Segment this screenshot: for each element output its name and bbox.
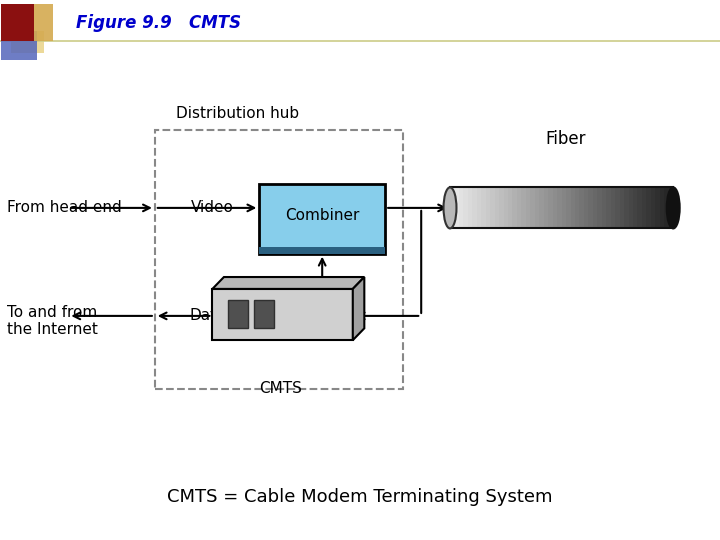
Bar — [12, 31, 44, 52]
Bar — [637, 187, 643, 228]
Bar — [1, 4, 34, 40]
Bar — [490, 187, 495, 228]
Bar — [499, 187, 504, 228]
Bar — [481, 187, 487, 228]
Bar — [615, 187, 621, 228]
Bar — [508, 187, 513, 228]
Bar — [472, 187, 477, 228]
Ellipse shape — [667, 187, 680, 228]
Bar — [669, 187, 674, 228]
Bar — [21, 4, 53, 40]
Bar — [513, 187, 518, 228]
Bar — [553, 187, 558, 228]
Bar — [575, 187, 580, 228]
Bar — [655, 187, 660, 228]
Text: Combiner: Combiner — [285, 208, 359, 224]
Bar — [611, 187, 616, 228]
Bar — [228, 300, 248, 328]
Bar — [468, 187, 473, 228]
Bar — [548, 187, 554, 228]
Bar — [477, 187, 482, 228]
Bar — [665, 187, 670, 228]
Bar — [531, 187, 536, 228]
Bar — [212, 289, 353, 340]
Text: Video: Video — [191, 200, 234, 215]
Text: Fiber: Fiber — [545, 131, 585, 149]
Bar — [570, 187, 576, 228]
Bar — [450, 187, 455, 228]
Polygon shape — [212, 277, 364, 289]
Bar — [598, 187, 603, 228]
Bar — [544, 187, 549, 228]
Bar — [620, 187, 625, 228]
Bar — [155, 130, 403, 389]
Bar — [660, 187, 665, 228]
Bar — [602, 187, 607, 228]
Bar — [642, 187, 647, 228]
Bar — [526, 187, 531, 228]
Bar — [495, 187, 500, 228]
Polygon shape — [353, 277, 364, 340]
Text: From head end: From head end — [7, 200, 122, 215]
Text: Figure 9.9   CMTS: Figure 9.9 CMTS — [76, 14, 240, 32]
Bar — [629, 187, 634, 228]
Bar — [557, 187, 562, 228]
Bar — [259, 247, 385, 254]
Bar — [454, 187, 459, 228]
Bar — [535, 187, 540, 228]
Text: To and from
the Internet: To and from the Internet — [7, 305, 98, 338]
Text: Distribution hub: Distribution hub — [176, 106, 300, 122]
Bar — [633, 187, 638, 228]
Bar — [647, 187, 652, 228]
Text: Data: Data — [189, 308, 226, 323]
Bar — [580, 187, 585, 228]
Bar — [517, 187, 522, 228]
Bar — [464, 187, 469, 228]
Bar — [503, 187, 509, 228]
Bar — [521, 187, 526, 228]
Bar — [588, 187, 593, 228]
Bar — [486, 187, 491, 228]
Bar — [606, 187, 611, 228]
Text: CMTS = Cable Modem Terminating System: CMTS = Cable Modem Terminating System — [167, 488, 553, 506]
Bar — [566, 187, 571, 228]
Bar — [562, 187, 567, 228]
Bar — [584, 187, 589, 228]
Text: CMTS: CMTS — [259, 381, 302, 396]
Bar — [539, 187, 544, 228]
Bar — [254, 300, 274, 328]
Bar — [593, 187, 598, 228]
Bar — [1, 31, 37, 60]
Bar — [651, 187, 656, 228]
Bar — [259, 184, 385, 254]
Bar — [624, 187, 629, 228]
Bar — [459, 187, 464, 228]
Ellipse shape — [444, 187, 456, 228]
